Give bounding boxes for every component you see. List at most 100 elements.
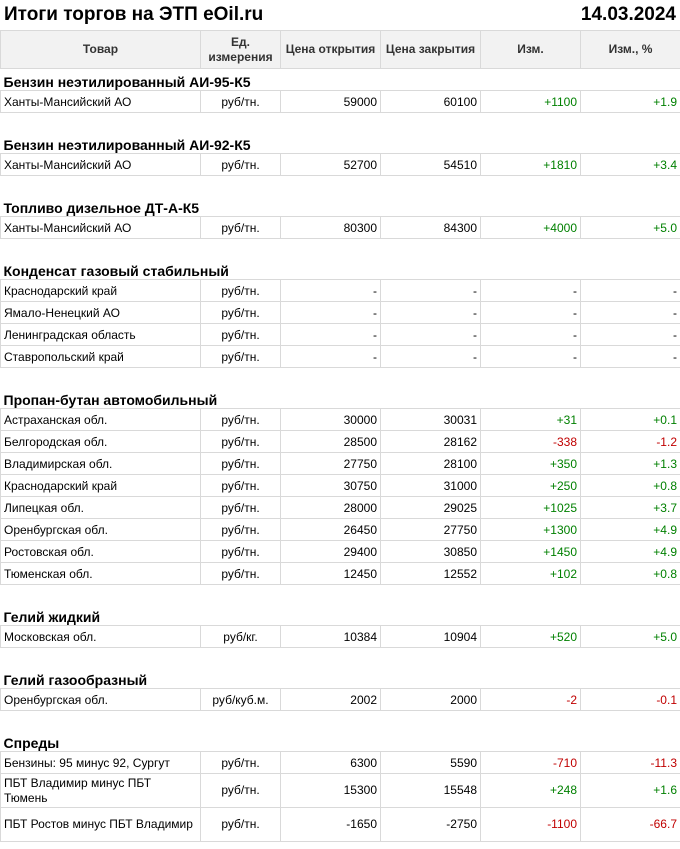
item: Владимирская обл. [0, 452, 201, 475]
change: +1450 [480, 540, 581, 563]
close-price: 30031 [380, 408, 481, 431]
spacer [1, 176, 680, 196]
open-price: - [280, 301, 381, 324]
spacer-row [1, 176, 680, 196]
column-header: Цена закрытия [380, 30, 481, 69]
section-row: Бензин неэтилированный АИ-92-К5 [0, 132, 680, 154]
spacer [1, 711, 680, 731]
change: +520 [480, 625, 581, 648]
unit: руб/тн. [200, 540, 281, 563]
data-row: Липецкая обл. руб/тн. 28000 29025 +1025 +3.7 [0, 496, 680, 519]
open-price: 6300 [280, 751, 381, 774]
item: Тюменская обл. [0, 562, 201, 585]
change-pct: +5.0 [580, 216, 680, 239]
unit: руб/тн. [200, 279, 281, 302]
spacer-row [1, 711, 680, 731]
unit: руб/тн. [200, 430, 281, 453]
open-price: -1650 [280, 807, 381, 842]
data-row: Оренбургская обл. руб/тн. 26450 27750 +1300 +… [0, 518, 680, 541]
spacer [1, 368, 680, 388]
header: Итоги торгов на ЭТП eOil.ru 14.03.2024 [0, 0, 680, 30]
change: +1100 [480, 90, 581, 113]
close-price: 12552 [380, 562, 481, 585]
unit: руб/тн. [200, 773, 281, 808]
close-price: 2000 [380, 688, 481, 711]
data-row: Ямало-Ненецкий АО руб/тн. - - - - [0, 301, 680, 324]
unit: руб/тн. [200, 807, 281, 842]
open-price: - [280, 345, 381, 368]
item: Ленинградская область [0, 323, 201, 346]
section-row: Спреды [0, 730, 680, 752]
unit: руб/тн. [200, 751, 281, 774]
close-price: 27750 [380, 518, 481, 541]
change: -1100 [480, 807, 581, 842]
item: Краснодарский край [0, 279, 201, 302]
data-row: ПБТ Владимир минус ПБТ Тюмень руб/тн. 1530… [0, 773, 680, 808]
data-row: Московская обл. руб/кг. 10384 10904 +520 +5.0 [0, 625, 680, 648]
section-title: Пропан-бутан автомобильный [0, 387, 680, 409]
unit: руб/тн. [200, 301, 281, 324]
header-row: Товар Ед. измерения Цена открытия Цена закр… [0, 30, 680, 69]
change-pct: +3.7 [580, 496, 680, 519]
change-pct: -11.3 [580, 751, 680, 774]
title: Итоги торгов на ЭТП eOil.ru [4, 4, 264, 25]
data-row: Белгородская обл. руб/тн. 28500 28162 -338 -1… [0, 430, 680, 453]
data-row: Бензины: 95 минус 92, Сургут руб/тн. 6300 5… [0, 751, 680, 774]
section-title: Спреды [0, 730, 680, 752]
open-price: 80300 [280, 216, 381, 239]
change-pct: -0.1 [580, 688, 680, 711]
item: Липецкая обл. [0, 496, 201, 519]
unit: руб/тн. [200, 408, 281, 431]
close-price: 60100 [380, 90, 481, 113]
item: Астраханская обл. [0, 408, 201, 431]
unit: руб/тн. [200, 323, 281, 346]
data-row: Краснодарский край руб/тн. 30750 31000 +250 +… [0, 474, 680, 497]
data-row: ПБТ Ростов минус ПБТ Владимир руб/тн. -165… [0, 807, 680, 842]
item: Ханты-Мансийский АО [0, 153, 201, 176]
open-price: 26450 [280, 518, 381, 541]
change-pct: - [580, 301, 680, 324]
data-row: Ханты-Мансийский АО руб/тн. 80300 84300 +400… [0, 216, 680, 239]
close-price: 15548 [380, 773, 481, 808]
change: +250 [480, 474, 581, 497]
column-header: Изм., % [580, 30, 680, 69]
spacer [1, 239, 680, 259]
item: Оренбургская обл. [0, 688, 201, 711]
close-price: - [380, 323, 481, 346]
spacer-row [1, 648, 680, 668]
change-pct: +1.6 [580, 773, 680, 808]
open-price: 12450 [280, 562, 381, 585]
item: Ростовская обл. [0, 540, 201, 563]
unit: руб/тн. [200, 216, 281, 239]
change: -2 [480, 688, 581, 711]
change-pct: +5.0 [580, 625, 680, 648]
close-price: 30850 [380, 540, 481, 563]
open-price: - [280, 323, 381, 346]
change: +1810 [480, 153, 581, 176]
unit: руб/тн. [200, 518, 281, 541]
change-pct: +4.9 [580, 518, 680, 541]
column-header: Ед. измерения [200, 30, 281, 69]
open-price: - [280, 279, 381, 302]
spacer-row [1, 239, 680, 259]
open-price: 10384 [280, 625, 381, 648]
data-row: Оренбургская обл. руб/куб.м. 2002 2000 -2 -0.… [0, 688, 680, 711]
change: +350 [480, 452, 581, 475]
section-row: Топливо дизельное ДТ-А-К5 [0, 195, 680, 217]
column-header: Цена открытия [280, 30, 381, 69]
open-price: 28500 [280, 430, 381, 453]
close-price: - [380, 279, 481, 302]
change: +102 [480, 562, 581, 585]
item: Московская обл. [0, 625, 201, 648]
item: Оренбургская обл. [0, 518, 201, 541]
change-pct: - [580, 323, 680, 346]
change: +248 [480, 773, 581, 808]
data-row: Ханты-Мансийский АО руб/тн. 52700 54510 +181… [0, 153, 680, 176]
unit: руб/куб.м. [200, 688, 281, 711]
close-price: - [380, 301, 481, 324]
change: +4000 [480, 216, 581, 239]
section-title: Бензин неэтилированный АИ-95-К5 [0, 68, 680, 91]
section-title: Гелий газообразный [0, 667, 680, 689]
open-price: 28000 [280, 496, 381, 519]
